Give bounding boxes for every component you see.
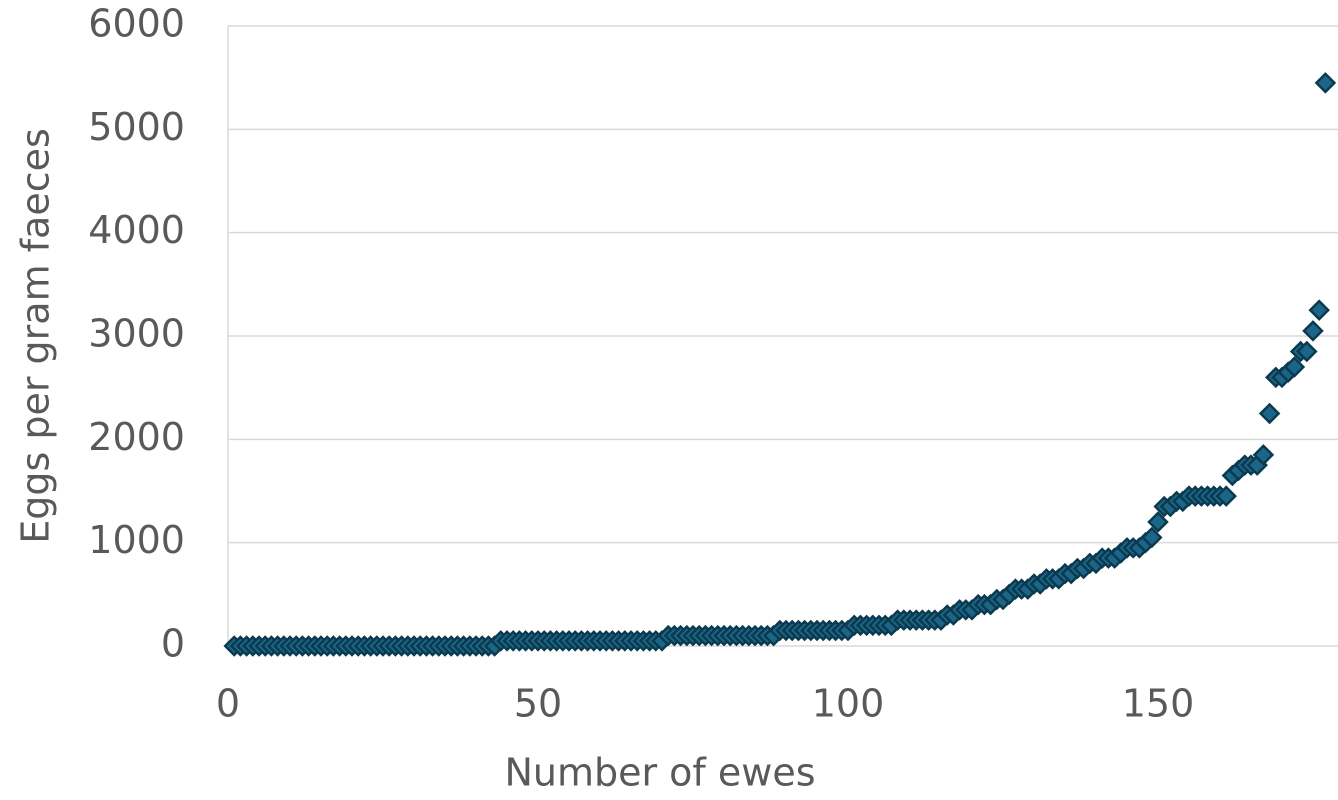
data-point — [1296, 340, 1318, 363]
x-tick-label: 150 — [1122, 682, 1195, 726]
y-tick-label: 4000 — [88, 208, 185, 252]
data-point — [1141, 526, 1163, 549]
y-axis-label: Eggs per gram faeces — [14, 128, 58, 544]
y-tick-label: 2000 — [88, 415, 185, 459]
data-point — [1314, 72, 1337, 94]
y-tick-label: 6000 — [88, 2, 185, 46]
data-point — [1215, 485, 1237, 507]
data-point — [1147, 511, 1169, 533]
data-point — [1308, 299, 1330, 321]
data-point — [1252, 444, 1275, 466]
y-tick-label: 5000 — [88, 105, 185, 149]
y-tick-label: 3000 — [88, 312, 185, 356]
data-point — [1283, 356, 1306, 378]
x-axis-label: Number of ewes — [504, 751, 815, 795]
x-tick-label: 100 — [812, 682, 885, 726]
data-point — [1258, 402, 1281, 425]
x-tick-label: 0 — [216, 682, 240, 726]
x-tick-label: 50 — [514, 682, 562, 726]
y-tick-label: 0 — [161, 622, 185, 666]
y-tick-label: 1000 — [88, 518, 185, 562]
data-point — [1302, 320, 1324, 342]
